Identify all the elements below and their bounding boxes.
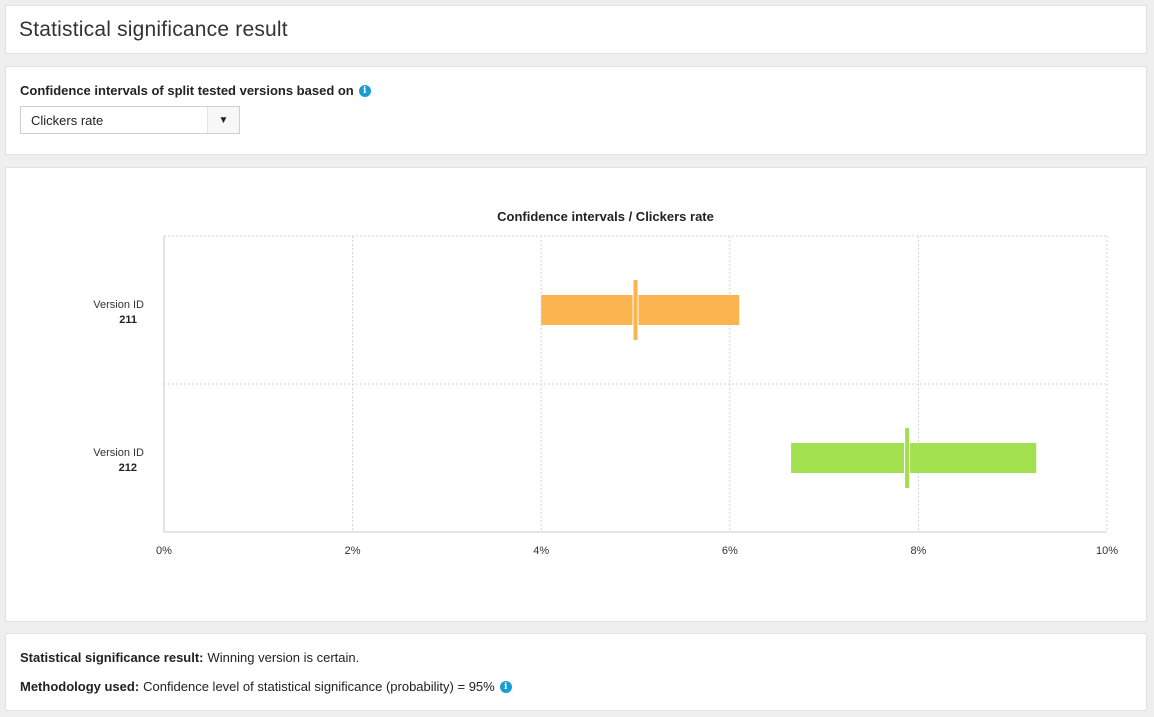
significance-value: Winning version is certain. (207, 650, 360, 665)
category-label: Version ID (93, 299, 144, 311)
result-panel: Statistical significance result: Winning… (5, 633, 1147, 711)
category-id: 211 (119, 314, 137, 326)
dropdown-selected-value: Clickers rate (31, 112, 104, 128)
methodology-label: Methodology used: (20, 679, 140, 694)
metric-dropdown[interactable]: Clickers rate ▼ (20, 106, 240, 134)
x-tick-label: 10% (1096, 545, 1118, 557)
chart-title: Confidence intervals / Clickers rate (497, 209, 714, 224)
confidence-interval-chart: Confidence intervals / Clickers rate 0% 2%… (93, 209, 1118, 557)
significance-line: Statistical significance result: Winning… (20, 650, 359, 665)
interval-bar (791, 443, 1037, 473)
info-icon[interactable]: i (358, 84, 371, 97)
page-title: Statistical significance result (19, 18, 288, 41)
mean-marker (633, 280, 638, 340)
x-tick-label: 2% (345, 545, 361, 557)
x-tick-label: 0% (156, 545, 172, 557)
methodology-value: Confidence level of statistical signific… (143, 679, 495, 694)
interval-bar (541, 295, 740, 325)
x-tick-label: 4% (533, 545, 549, 557)
selector-label: Confidence intervals of split tested ver… (20, 83, 354, 98)
chart-panel: Confidence intervals / Clickers rate 0% 2%… (5, 167, 1147, 622)
category-id: 212 (119, 462, 137, 474)
x-tick-label: 8% (910, 545, 926, 557)
selector-panel: Confidence intervals of split tested ver… (5, 66, 1147, 155)
info-icon[interactable]: i (499, 680, 512, 693)
x-tick-label: 6% (722, 545, 738, 557)
category-label: Version ID (93, 447, 144, 459)
caret-down-icon[interactable]: ▼ (207, 107, 239, 133)
significance-label: Statistical significance result: (20, 650, 204, 665)
title-panel: Statistical significance result (5, 5, 1147, 54)
selector-label-row: Confidence intervals of split tested ver… (20, 83, 371, 98)
mean-marker (905, 428, 910, 488)
methodology-line: Methodology used: Confidence level of st… (20, 679, 512, 694)
